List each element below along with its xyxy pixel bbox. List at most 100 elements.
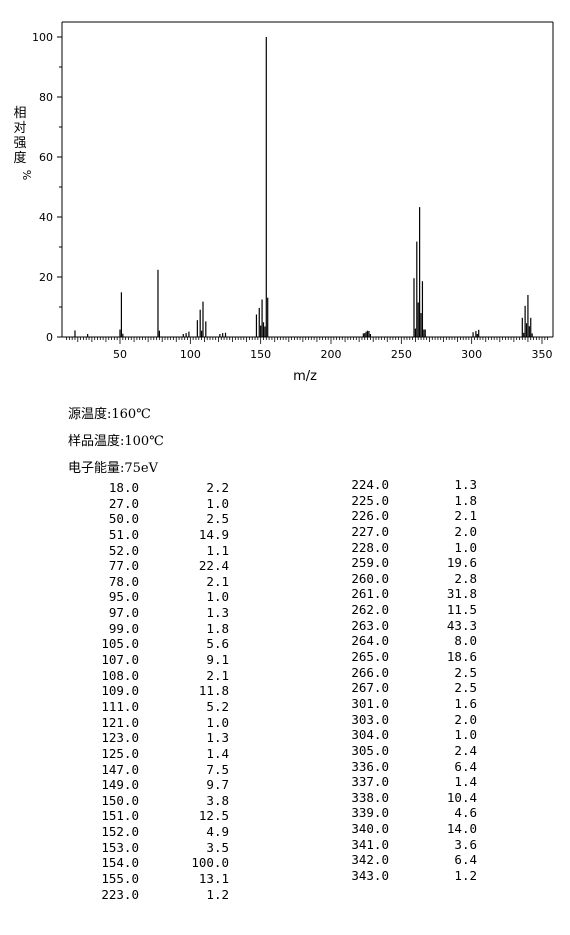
- peak-mz: 77.0: [108, 558, 139, 574]
- peak-mz: 336.0: [351, 758, 389, 774]
- peak-mz: 51.0: [108, 526, 139, 542]
- x-tick-label: 100: [180, 348, 201, 361]
- peak-abundance: 2.0: [454, 523, 477, 539]
- x-tick-label: 350: [532, 348, 553, 361]
- peak-table-row: 95.0 1.0: [0, 589, 570, 605]
- peak-mz: 264.0: [351, 633, 389, 649]
- y-tick-label: 0: [46, 331, 53, 344]
- peak-mz: 305.0: [351, 742, 389, 758]
- peak-table-row: 340.0 14.0: [0, 821, 570, 837]
- y-axis-label-char: 强: [13, 136, 26, 151]
- peak-mz: 125.0: [101, 745, 139, 761]
- peak-abundance: 2.2: [206, 480, 229, 495]
- peak-table-row: 51.0 14.9: [0, 527, 570, 543]
- peak-table-row: 108.0 2.1: [0, 668, 570, 684]
- peak-abundance: 6.4: [454, 758, 477, 774]
- peak-mz: 78.0: [108, 573, 139, 589]
- peak-table-row: 50.0 2.5: [0, 511, 570, 527]
- peak-mz: 107.0: [101, 652, 139, 668]
- peak-mz: 266.0: [351, 664, 389, 680]
- peak-mz: 338.0: [351, 789, 389, 805]
- peak-table-row: 27.0 1.0: [0, 496, 570, 512]
- peak-table-row: 152.0 4.9: [0, 824, 570, 840]
- chart-peaks: [74, 37, 533, 337]
- peak-mz: 263.0: [351, 617, 389, 633]
- peak-abundance: 11.8: [198, 683, 229, 699]
- peak-abundance: 2.4: [454, 742, 477, 758]
- x-axis-label: m/z: [293, 369, 317, 384]
- peak-mz: 95.0: [108, 589, 139, 605]
- peak-table-row: 223.0 1.2: [0, 887, 570, 903]
- peak-table-right: 224.0 1.3 225.0 1.8 226.0 2.1 227.0 2.0 228.0 1.0…: [0, 477, 570, 884]
- peak-abundance: 1.0: [206, 589, 229, 605]
- peak-abundance: 9.1: [206, 652, 229, 668]
- peak-abundance: 2.1: [206, 573, 229, 589]
- peak-mz: 341.0: [351, 836, 389, 852]
- peak-abundance: 1.3: [454, 477, 477, 492]
- peak-table-row: 267.0 2.5: [0, 680, 570, 696]
- y-tick-label: 80: [39, 91, 53, 104]
- peak-mz: 99.0: [108, 620, 139, 636]
- y-tick-label: 60: [39, 151, 53, 164]
- peak-mz: 260.0: [351, 570, 389, 586]
- peak-abundance: 3.6: [454, 836, 477, 852]
- peak-table-row: 338.0 10.4: [0, 790, 570, 806]
- peak-table-row: 264.0 8.0: [0, 633, 570, 649]
- peak-mz: 150.0: [101, 792, 139, 808]
- peak-abundance: 1.0: [206, 714, 229, 730]
- peak-mz: 154.0: [101, 855, 139, 871]
- peak-table-row: 259.0 19.6: [0, 555, 570, 571]
- x-tick-label: 300: [461, 348, 482, 361]
- peak-table-row: 303.0 2.0: [0, 712, 570, 728]
- y-tick-label: 20: [39, 271, 53, 284]
- peak-table-row: 150.0 3.8: [0, 793, 570, 809]
- peak-abundance: 1.2: [206, 886, 229, 902]
- peak-table-row: 339.0 4.6: [0, 805, 570, 821]
- peak-mz: 123.0: [101, 730, 139, 746]
- peak-mz: 50.0: [108, 511, 139, 527]
- mass-spectrum-chart: 0 20 40 60 80 100 50 100 150 200 250 300 350 m/z 相对强…: [13, 21, 554, 384]
- peak-mz: 121.0: [101, 714, 139, 730]
- peak-table-row: 149.0 9.7: [0, 777, 570, 793]
- x-tick-label: 200: [321, 348, 342, 361]
- peak-table-row: 266.0 2.5: [0, 665, 570, 681]
- peak-mz: 155.0: [101, 871, 139, 887]
- peak-mz: 147.0: [101, 761, 139, 777]
- peak-mz: 52.0: [108, 542, 139, 558]
- y-tick-label: 100: [32, 31, 53, 44]
- x-tick-label: 150: [250, 348, 271, 361]
- sample-temperature: 样品温度:100℃: [68, 434, 164, 449]
- peak-table-row: 111.0 5.2: [0, 699, 570, 715]
- peak-table-row: 261.0 31.8: [0, 586, 570, 602]
- peak-abundance: 1.3: [206, 730, 229, 746]
- peak-abundance: 5.6: [206, 636, 229, 652]
- peak-abundance: 1.8: [454, 492, 477, 508]
- peak-table-row: 224.0 1.3: [0, 477, 570, 493]
- peak-mz: 265.0: [351, 649, 389, 665]
- peak-abundance: 14.9: [198, 526, 229, 542]
- peak-abundance: 4.6: [454, 805, 477, 821]
- peak-mz: 339.0: [351, 805, 389, 821]
- peak-table-row: 263.0 43.3: [0, 618, 570, 634]
- peak-table-row: 105.0 5.6: [0, 636, 570, 652]
- peak-mz: 226.0: [351, 508, 389, 524]
- peak-abundance: 1.1: [206, 542, 229, 558]
- peak-table-row: 109.0 11.8: [0, 683, 570, 699]
- peak-table-row: 228.0 1.0: [0, 540, 570, 556]
- peak-table-row: 304.0 1.0: [0, 727, 570, 743]
- peak-abundance: 1.2: [454, 868, 477, 884]
- peak-mz: 152.0: [101, 824, 139, 840]
- peak-mz: 301.0: [351, 695, 389, 711]
- peak-abundance: 4.9: [206, 824, 229, 840]
- peak-table-row: 301.0 1.6: [0, 696, 570, 712]
- peak-abundance: 3.8: [206, 792, 229, 808]
- peak-mz: 261.0: [351, 586, 389, 602]
- peak-table-row: 153.0 3.5: [0, 840, 570, 856]
- peak-table-row: 107.0 9.1: [0, 652, 570, 668]
- peak-mz: 262.0: [351, 602, 389, 618]
- peak-mz: 111.0: [101, 698, 139, 714]
- peak-abundance: 1.4: [454, 774, 477, 790]
- peak-abundance: 1.0: [454, 539, 477, 555]
- peak-table-row: 155.0 13.1: [0, 871, 570, 887]
- y-axis-label-char: 相: [13, 106, 26, 121]
